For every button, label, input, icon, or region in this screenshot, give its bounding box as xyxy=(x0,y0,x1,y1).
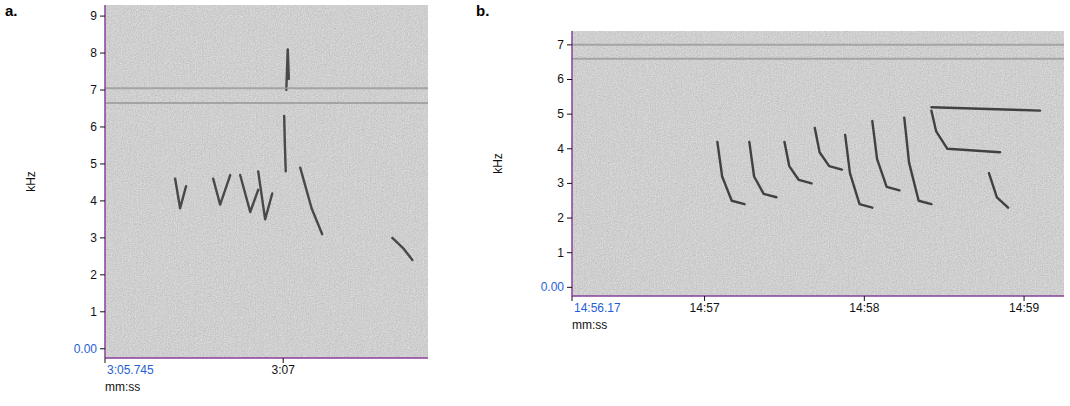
y-tick-label: 9 xyxy=(90,9,97,23)
y-tick-label: 4 xyxy=(557,142,564,156)
x-tick-label: 14:56.17 xyxy=(574,301,621,315)
y-tick-label: 8 xyxy=(90,46,97,60)
call-trace xyxy=(175,49,412,260)
noise-texture xyxy=(105,5,428,358)
panel-letter: b. xyxy=(476,2,489,19)
y-tick xyxy=(100,163,105,164)
y-axis-title: kHz xyxy=(491,153,505,174)
y-tick xyxy=(567,287,572,288)
y-tick-label: 6 xyxy=(90,120,97,134)
y-tick xyxy=(100,200,105,201)
figure: 0.00 1 2 3 4 5 6 7 8 9 3:05.745 3:07 mm:ss kHz a. 0.00 1… xyxy=(0,0,1070,406)
y-tick xyxy=(100,126,105,127)
y-tick-label: 2 xyxy=(90,268,97,282)
noise-texture xyxy=(572,31,1064,296)
y-tick-label: 3 xyxy=(90,231,97,245)
noise-band xyxy=(105,88,428,103)
plot-background xyxy=(105,5,428,358)
x-tick xyxy=(572,296,573,301)
y-tick xyxy=(567,148,572,149)
y-tick-label: 0.00 xyxy=(74,342,98,356)
noise-band xyxy=(572,45,1064,59)
y-tick xyxy=(100,348,105,349)
x-tick-label: 14:57 xyxy=(690,301,720,315)
y-tick xyxy=(100,53,105,54)
y-tick-label: 1 xyxy=(90,305,97,319)
marks xyxy=(572,45,1064,208)
x-tick-label: 14:59 xyxy=(1009,301,1039,315)
x-tick-label: 3:07 xyxy=(272,363,296,377)
y-tick xyxy=(100,311,105,312)
y-tick-label: 6 xyxy=(557,72,564,86)
x-tick-label: 3:05.745 xyxy=(107,363,154,377)
y-tick xyxy=(567,252,572,253)
marks xyxy=(105,49,428,260)
y-tick-label: 7 xyxy=(90,83,97,97)
y-tick xyxy=(100,274,105,275)
y-tick-label: 1 xyxy=(557,246,564,260)
y-tick-label: 5 xyxy=(90,157,97,171)
x-axis xyxy=(105,357,428,359)
x-axis-title: mm:ss xyxy=(572,318,607,332)
x-axis-title: mm:ss xyxy=(105,380,140,394)
x-tick xyxy=(105,358,106,363)
y-tick xyxy=(100,237,105,238)
y-tick xyxy=(100,16,105,17)
x-tick-label: 14:58 xyxy=(849,301,879,315)
call-trace xyxy=(717,107,1040,207)
y-tick xyxy=(100,90,105,91)
y-tick xyxy=(567,218,572,219)
panel: 0.00 1 2 3 4 5 6 7 8 9 3:05.745 3:07 mm:ss kHz a. xyxy=(5,2,428,394)
y-tick-label: 7 xyxy=(557,38,564,52)
plot-background xyxy=(572,31,1064,296)
y-axis xyxy=(104,5,106,358)
y-tick xyxy=(567,44,572,45)
y-tick xyxy=(567,114,572,115)
y-tick-label: 2 xyxy=(557,211,564,225)
x-axis xyxy=(572,295,1064,297)
y-tick-label: 0.00 xyxy=(541,280,565,294)
y-tick-label: 4 xyxy=(90,194,97,208)
y-axis-title: kHz xyxy=(24,171,38,192)
panel-letter: a. xyxy=(5,2,18,19)
y-tick-label: 5 xyxy=(557,107,564,121)
y-tick xyxy=(567,183,572,184)
panel: 0.00 1 2 3 4 5 6 7 14:56.17 14:57 14:58 14:59 mm:ss k… xyxy=(476,2,1064,332)
y-axis xyxy=(571,31,573,296)
y-tick-label: 3 xyxy=(557,176,564,190)
y-tick xyxy=(567,79,572,80)
